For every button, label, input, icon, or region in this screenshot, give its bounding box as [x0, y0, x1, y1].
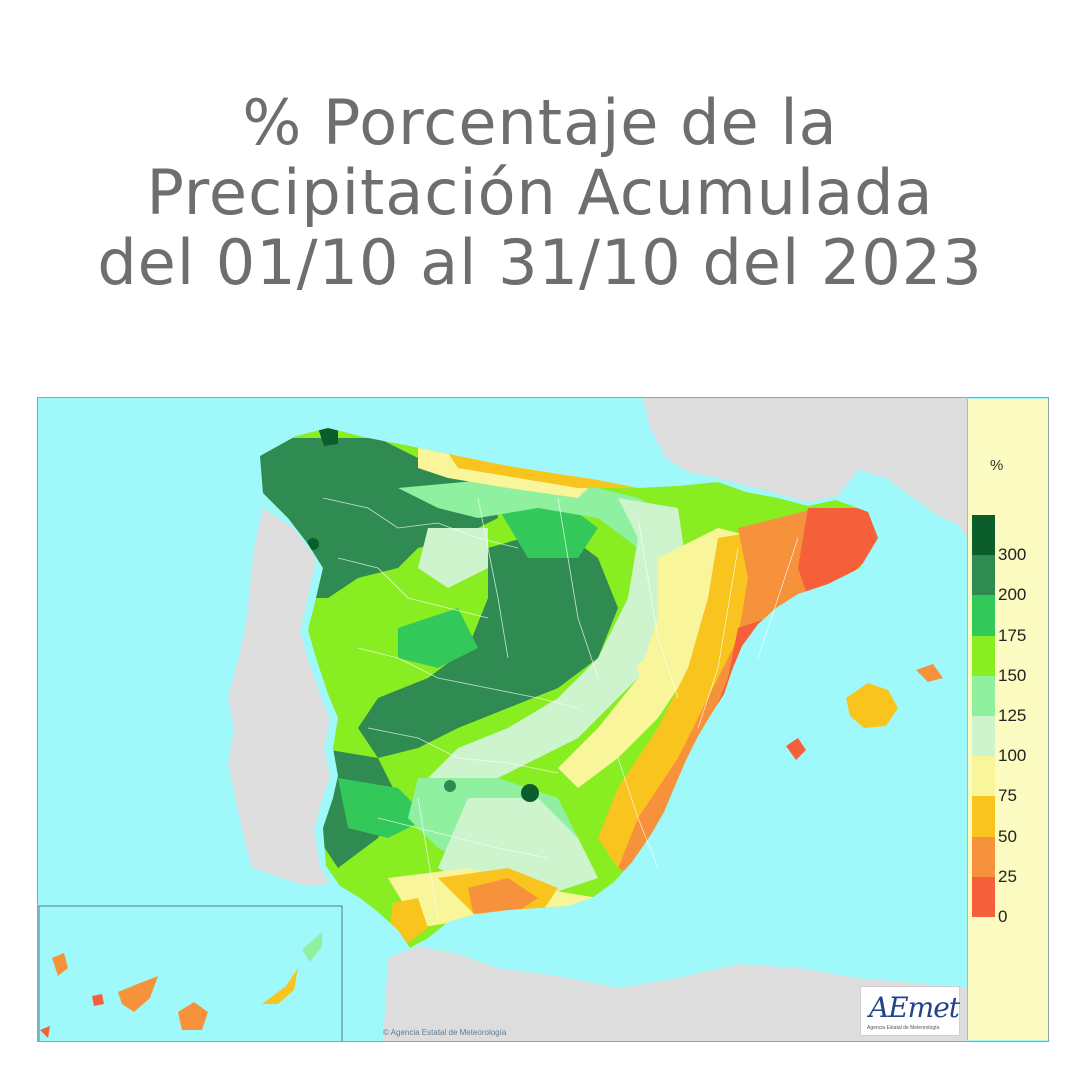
aemet-logo-text: AEmet — [869, 991, 960, 1024]
france-land — [643, 398, 968, 528]
africa-land — [383, 946, 968, 1041]
legend-swatch-150 — [972, 635, 995, 676]
legend-label-25: 25 — [998, 866, 1017, 886]
legend-swatch-50 — [972, 796, 995, 837]
legend-label-100: 100 — [998, 746, 1027, 766]
title-line-1: % Porcentaje de la — [242, 86, 838, 159]
legend-label-150: 150 — [998, 665, 1027, 685]
legend-swatch-175 — [972, 595, 995, 636]
aemet-logo: AEmet Agencia Estatal de Meteorología — [860, 986, 960, 1036]
legend-label-50: 50 — [998, 826, 1017, 846]
canary-islands — [40, 932, 322, 1038]
legend-label-125: 125 — [998, 706, 1027, 725]
corsica-land — [943, 448, 968, 538]
aemet-logo-subtext: Agencia Estatal de Meteorología — [867, 1025, 940, 1031]
province-borders — [322, 497, 799, 919]
legend-swatch-300 — [972, 515, 995, 556]
legend-swatch-0 — [972, 876, 995, 917]
copyright-notice: © Agencia Estatal de Meteorología — [383, 1028, 507, 1037]
legend-unit: % — [990, 457, 1004, 474]
balearic-islands — [786, 664, 943, 760]
legend-swatch-75 — [972, 756, 995, 797]
map-canvas — [38, 398, 968, 1041]
portugal-land — [228, 508, 330, 886]
legend-swatch-100 — [972, 716, 995, 757]
page-title: % Porcentaje de la Precipitación Acumula… — [0, 88, 1080, 298]
title-line-3: del 01/10 al 31/10 del 2023 — [97, 226, 983, 299]
legend-label-175: 175 — [998, 625, 1027, 645]
legend-swatch-125 — [972, 675, 995, 716]
legend-swatch-200 — [972, 555, 995, 596]
legend-label-75: 75 — [998, 786, 1017, 806]
legend-label-200: 200 — [998, 585, 1027, 605]
precipitation-map: % 300 200 175 150 125 100 75 50 25 0 AEmet Agenci… — [37, 397, 1049, 1042]
legend-swatch-25 — [972, 836, 995, 877]
legend: % 300 200 175 150 125 100 75 50 25 0 — [967, 399, 1048, 1040]
title-line-2: Precipitación Acumulada — [146, 156, 934, 229]
legend-label-300: 300 — [998, 545, 1027, 565]
legend-label-0: 0 — [998, 907, 1008, 926]
